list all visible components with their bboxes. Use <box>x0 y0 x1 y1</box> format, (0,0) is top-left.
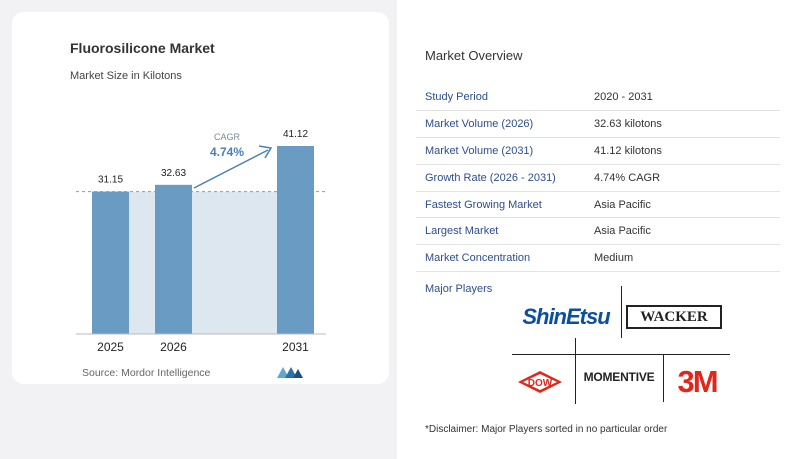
overview-row-value: Medium <box>594 244 780 273</box>
cagr-arrow-head <box>258 145 273 159</box>
bar-2026 <box>155 184 192 334</box>
bar-2025 <box>92 191 129 334</box>
disclaimer: *Disclaimer: Major Players sorted in no … <box>425 424 668 435</box>
logo-divider <box>512 354 730 355</box>
x-tick-2026: 2026 <box>160 340 187 354</box>
cagr-label: CAGR <box>214 132 241 142</box>
overview-row-label: Growth Rate (2026 - 2031) <box>416 164 594 192</box>
dow-logo: DOW <box>517 370 563 394</box>
overview-table: Study Period 2020 - 2031 Market Volume (20… <box>416 84 780 273</box>
chart-subtitle: Market Size in Kilotons <box>70 70 182 82</box>
overview-row-label: Market Volume (2031) <box>416 137 594 165</box>
shinetsu-logo: ShinEtsu <box>522 304 610 329</box>
dow-logo-text: DOW <box>528 378 553 389</box>
x-tick-2025: 2025 <box>97 340 124 354</box>
overview-row: Growth Rate (2026 - 2031) 4.74% CAGR <box>416 164 780 192</box>
overview-row-label: Market Concentration <box>416 244 594 273</box>
logo-divider <box>663 354 664 402</box>
overview-row-label: Market Volume (2026) <box>416 110 594 139</box>
major-players-title: Major Players <box>425 283 493 295</box>
bar-2031 <box>277 146 314 334</box>
overview-row-value: 32.63 kilotons <box>594 110 780 139</box>
overview-title: Market Overview <box>425 48 523 63</box>
overview-row-label: Fastest Growing Market <box>416 191 594 219</box>
cagr-arrow-line <box>193 149 269 189</box>
overview-row-label: Largest Market <box>416 217 594 246</box>
growth-band <box>129 191 277 334</box>
overview-row-value: 4.74% CAGR <box>594 164 780 192</box>
3m-logo: 3M <box>677 364 718 399</box>
momentive-logo: MOMENTIVE <box>583 370 655 384</box>
overview-row: Market Volume (2026) 32.63 kilotons <box>416 110 780 139</box>
cagr-value: 4.74% <box>210 145 244 159</box>
data-label-2026: 32.63 <box>161 168 186 179</box>
overview-row: Largest Market Asia Pacific <box>416 217 780 246</box>
overview-row-value: Asia Pacific <box>594 217 780 246</box>
overview-row-value: 2020 - 2031 <box>594 84 780 112</box>
bar-chart: 31.15 2025 32.63 2026 41.12 2031 CAGR 4.74% <box>76 129 326 354</box>
overview-row: Market Volume (2031) 41.12 kilotons <box>416 137 780 165</box>
overview-row: Study Period 2020 - 2031 <box>416 84 780 112</box>
mordor-logo-icon <box>277 367 303 378</box>
overview-row-label: Study Period <box>416 84 594 112</box>
logo-divider <box>575 338 576 404</box>
wacker-logo: WACKER <box>626 305 722 329</box>
overview-row: Fastest Growing Market Asia Pacific <box>416 191 780 219</box>
chart-source: Source: Mordor Intelligence <box>82 367 211 379</box>
chart-title: Fluorosilicone Market <box>70 40 215 56</box>
x-tick-2031: 2031 <box>282 340 309 354</box>
overview-row-value: Asia Pacific <box>594 191 780 219</box>
data-label-2025: 31.15 <box>98 175 123 186</box>
overview-row-value: 41.12 kilotons <box>594 137 780 165</box>
data-label-2031: 41.12 <box>283 129 308 140</box>
logo-divider <box>621 286 622 338</box>
overview-row: Market Concentration Medium <box>416 244 780 273</box>
